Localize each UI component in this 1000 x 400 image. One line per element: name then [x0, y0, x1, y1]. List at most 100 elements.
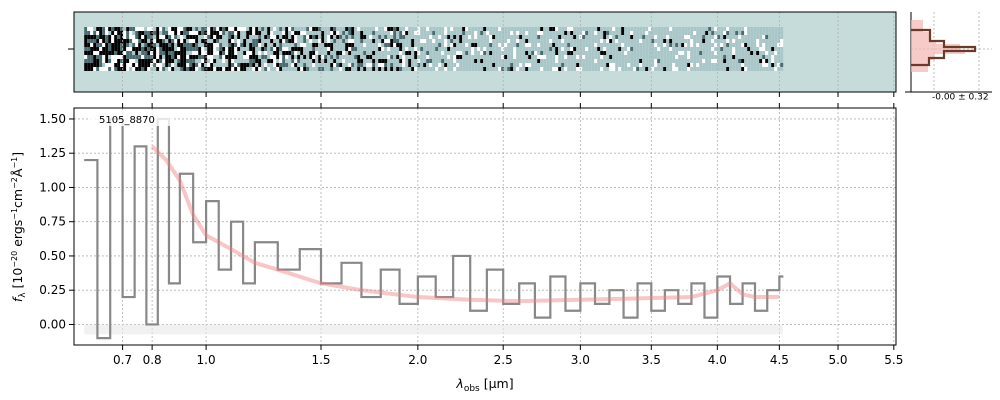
- spectrum-2d-pixel: [219, 55, 223, 59]
- spectrum-2d-pixel: [303, 67, 307, 71]
- spectrum-2d-pixel: [459, 27, 463, 31]
- spectrum-2d-pixel: [672, 63, 676, 67]
- spectrum-2d-pixel: [708, 43, 712, 47]
- spectrum-2d-pixel: [102, 31, 106, 35]
- spectrum-2d-pixel: [630, 35, 634, 39]
- observed-flux-series: [84, 117, 784, 340]
- spectrum-2d-pixel: [96, 47, 100, 51]
- spectrum-2d-pixel: [159, 51, 163, 55]
- spectrum-2d-pixel: [156, 51, 160, 55]
- spectrum-2d-pixel: [633, 27, 637, 31]
- spectrum-2d-pixel: [723, 55, 727, 59]
- spectrum-2d-pixel: [189, 67, 193, 71]
- spectrum-2d-pixel: [276, 59, 280, 63]
- spectrum-2d-pixel: [246, 35, 250, 39]
- spectrum-2d-pixel: [387, 31, 391, 35]
- spectrum-2d-pixel: [267, 47, 271, 51]
- spectrum-2d-pixel: [753, 39, 757, 43]
- spectrum-2d-pixel: [378, 63, 382, 67]
- spectrum-2d-pixel: [135, 67, 139, 71]
- spectrum-2d-pixel: [645, 67, 649, 71]
- spectrum-2d-pixel: [426, 55, 430, 59]
- spectrum-2d-pixel: [411, 59, 415, 63]
- y-axis-label: fλ [10−20 ergs−1cm−2Å−1]: [10, 152, 28, 302]
- spectrum-2d-pixel: [258, 43, 262, 47]
- spectrum-2d-pixel: [351, 31, 355, 35]
- spectrum-2d-pixel: [342, 51, 346, 55]
- spectrum-2d-pixel: [231, 63, 235, 67]
- spectrum-2d-pixel: [168, 43, 172, 47]
- spectrum-2d-pixel: [609, 39, 613, 43]
- spectrum-2d-pixel: [231, 55, 235, 59]
- spectrum-2d-pixel: [684, 67, 688, 71]
- spectrum-2d-pixel: [255, 27, 259, 31]
- spectrum-2d-pixel: [318, 39, 322, 43]
- spectrum-2d-pixel: [774, 31, 778, 35]
- spectrum-2d-pixel: [321, 51, 325, 55]
- spectrum-2d-pixel: [153, 43, 157, 47]
- spectrum-2d-pixel: [201, 43, 205, 47]
- spectrum-2d-pixel: [303, 27, 307, 31]
- spectrum-2d-pixel: [528, 63, 532, 67]
- spectrum-2d-pixel: [771, 43, 775, 47]
- spectrum-2d-pixel: [483, 35, 487, 39]
- spectrum-2d-pixel: [654, 43, 658, 47]
- spectrum-2d-pixel: [93, 27, 97, 31]
- spectrum-2d-pixel: [213, 43, 217, 47]
- spectrum-2d-pixel: [567, 51, 571, 55]
- spectrum-2d-pixel: [474, 51, 478, 55]
- spectrum-2d-pixel: [321, 39, 325, 43]
- spectrum-2d-pixel: [693, 63, 697, 67]
- spectrum-2d-pixel: [651, 63, 655, 67]
- spectrum-2d-pixel: [582, 59, 586, 63]
- spectrum-2d-pixel: [222, 59, 226, 63]
- spectrum-2d-pixel: [165, 39, 169, 43]
- spectrum-2d-pixel: [570, 47, 574, 51]
- spectrum-2d-pixel: [213, 47, 217, 51]
- x-tick-label: 1.5: [311, 353, 330, 367]
- spectrum-2d-pixel: [357, 43, 361, 47]
- spectrum-2d-pixel: [348, 51, 352, 55]
- spectrum-2d-pixel: [465, 59, 469, 63]
- spectrum-2d-pixel: [486, 55, 490, 59]
- spectrum-2d-pixel: [504, 27, 508, 31]
- spectrum-2d-pixel: [426, 27, 430, 31]
- spectrum-2d-pixel: [423, 67, 427, 71]
- spectrum-2d-pixel: [207, 51, 211, 55]
- spectrum-2d-pixel: [300, 67, 304, 71]
- spectrum-2d-pixel: [606, 35, 610, 39]
- spectrum-2d-pixel: [420, 35, 424, 39]
- spectrum-2d-pixel: [318, 47, 322, 51]
- spectrum-2d-pixel: [324, 35, 328, 39]
- spectrum-2d-pixel: [456, 27, 460, 31]
- spectrum-2d-pixel: [225, 39, 229, 43]
- spectrum-2d-pixel: [387, 43, 391, 47]
- spectrum-2d-pixel: [360, 55, 364, 59]
- spectrum-2d-pixel: [633, 59, 637, 63]
- spectrum-2d-pixel: [732, 31, 736, 35]
- spectrum-2d-pixel: [312, 27, 316, 31]
- spectrum-2d-pixel: [168, 63, 172, 67]
- spectrum-2d-pixel: [168, 27, 172, 31]
- spectrum-2d-pixel: [372, 67, 376, 71]
- spectrum-2d-pixel: [84, 43, 88, 47]
- spectrum-2d-pixel: [762, 35, 766, 39]
- x-axis-label-unit: [μm]: [480, 376, 514, 391]
- spectrum-2d-pixel: [732, 39, 736, 43]
- spectrum-2d-pixel: [156, 35, 160, 39]
- spectrum-2d-pixel: [420, 63, 424, 67]
- spectrum-2d-pixel: [468, 35, 472, 39]
- spectrum-2d-pixel: [282, 55, 286, 59]
- spectrum-2d-pixel: [264, 51, 268, 55]
- spectrum-2d-pixel: [687, 51, 691, 55]
- spectrum-2d-pixel: [711, 67, 715, 71]
- spectrum-2d-pixel: [261, 43, 265, 47]
- spectrum-2d-pixel: [735, 55, 739, 59]
- spectrum-2d-pixel: [393, 39, 397, 43]
- spectrum-2d-pixel: [174, 51, 178, 55]
- spectrum-2d-pixel: [360, 63, 364, 67]
- spectrum-2d-pixel: [279, 43, 283, 47]
- spectrum-2d-pixel: [372, 43, 376, 47]
- spectrum-2d-pixel: [501, 59, 505, 63]
- spectrum-2d-pixel: [327, 31, 331, 35]
